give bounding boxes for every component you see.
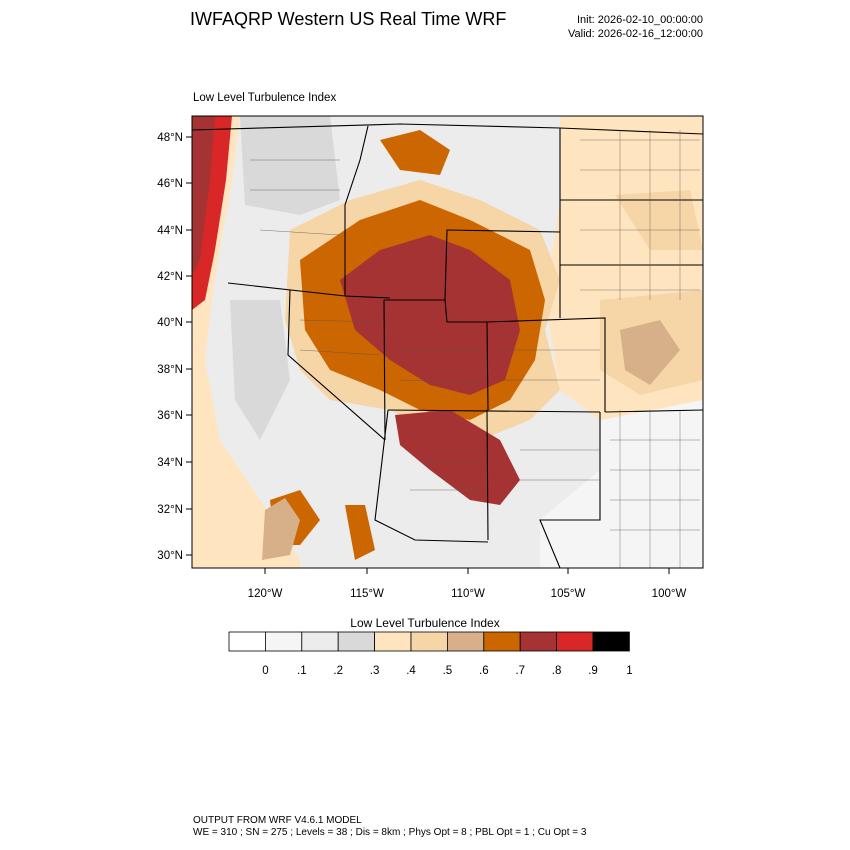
colorbar-label: .5 [443,665,453,677]
map-frame [191,115,704,569]
ok-border [604,409,703,413]
lat-label: 32°N [157,504,183,516]
lon-tick-marks [264,568,670,574]
nm-tx-border [539,412,601,568]
footer-config: WE = 310 ; SN = 275 ; Levels = 38 ; Dis … [193,827,587,838]
lat-label: 34°N [157,457,183,469]
colorbar-label: .2 [333,665,343,677]
az-nm-border [486,409,489,541]
colorbar-label: 1 [626,665,632,677]
field-ocean [192,116,300,568]
state-boundaries [192,123,703,568]
colorbar-label: .3 [370,665,380,677]
field-kansas-core [620,320,680,385]
colorbar-box [556,631,594,652]
time-info: Init: 2026-02-10_00:00:00 Valid: 2026-02… [568,13,703,41]
lat-label: 36°N [157,410,183,422]
colorbar-box [374,631,412,652]
colorbar-box [228,631,266,652]
lat-tick-marks [186,136,192,556]
lat-label: 30°N [157,550,183,562]
field-arizona-nm [395,410,520,505]
plot-label: Low Level Turbulence Index [193,92,337,104]
colorbar-box [264,631,303,652]
co-ks-border [486,317,606,412]
colorbar-label: .8 [552,665,562,677]
colorbar-label: 0 [262,665,268,677]
field-coastal-max [192,116,215,275]
ut-co-border [444,299,489,411]
field-interior-max [340,235,520,395]
lat-labels: 30°N 32°N 34°N 36°N 38°N 40°N 42°N 44°N … [157,132,183,562]
lon-label: 115°W [350,588,384,600]
lon-label: 110°W [451,588,485,600]
four-corners-line [387,409,601,413]
lon-label: 100°W [652,588,687,600]
lat-label: 48°N [157,132,183,144]
field-baja-ridge [345,505,375,560]
lat-label: 44°N [157,225,183,237]
colorbar-labels: 0 .1 .2 .3 .4 .5 .6 .7 .8 .9 1 [262,665,632,677]
field-baja-mid [262,498,300,560]
lon-label: 120°W [248,588,283,600]
field-dakotas [615,190,703,250]
colorbar-box [410,631,448,652]
valid-time: Valid: 2026-02-16_12:00:00 [568,28,703,40]
colorbar-label: .7 [515,665,525,677]
footer-model: OUTPUT FROM WRF V4.6.1 MODEL [193,815,362,826]
colorbar-title: Low Level Turbulence Index [350,616,500,630]
colorbar-label: .6 [479,665,489,677]
az-south-border [374,409,489,543]
field-montana [380,130,450,175]
lon-labels: 120°W 115°W 110°W 105°W 100°W [248,588,687,600]
colorbar-label: .1 [297,665,307,677]
ca-nv-border [287,289,386,441]
idaho-west [344,125,369,296]
field-texas [540,400,703,568]
footer: OUTPUT FROM WRF V4.6.1 MODEL WE = 310 ; … [193,815,586,839]
colorbar-box [483,631,521,652]
field-california [230,300,290,440]
field-nw [240,116,340,215]
county-lines [250,130,700,568]
colorbar-label: .4 [406,665,416,677]
colorbar-box [519,631,558,652]
colorbar [228,631,630,652]
lat-label: 40°N [157,317,183,329]
main-title: IWFAQRP Western US Real Time WRF [190,9,507,29]
init-time: Init: 2026-02-10_00:00:00 [577,14,703,26]
wy-border [384,229,561,301]
lat-label: 38°N [157,364,183,376]
map-field [192,116,703,568]
canada-border [192,123,703,135]
lat-label: 46°N [157,178,183,190]
colorbar-label: .9 [588,665,598,677]
colorbar-box [446,631,485,652]
lon-label: 105°W [551,588,586,600]
colorbar-box [337,631,376,652]
colorbar-box [592,631,630,652]
colorbar-box [301,631,339,652]
nv-ut-border [383,299,386,441]
lat-label: 42°N [157,271,183,283]
